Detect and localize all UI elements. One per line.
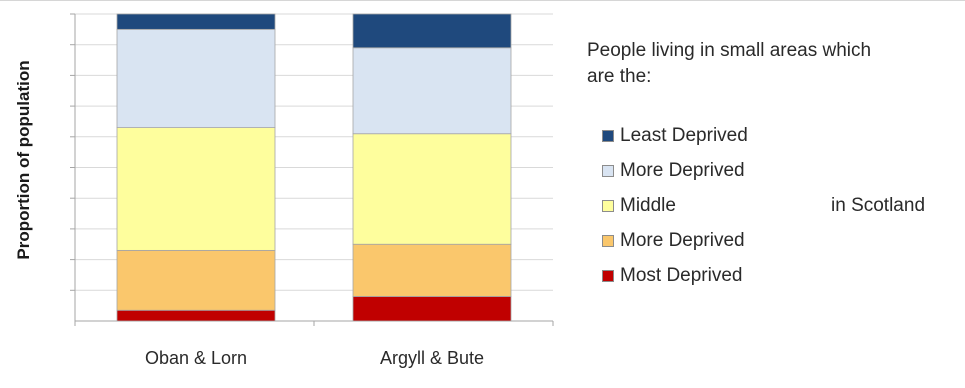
legend-item: Least Deprived — [602, 124, 748, 148]
legend-swatch — [602, 165, 614, 177]
bar-segment-oban-lorn-3 — [116, 28, 276, 128]
legend-item: More Deprived — [602, 229, 745, 253]
bar-segment-oban-lorn-4 — [116, 13, 276, 30]
bar-segment-argyll-bute-0 — [352, 296, 512, 322]
x-tick-label-argyll-bute: Argyll & Bute — [379, 348, 485, 368]
bar-segment-oban-lorn-2 — [116, 127, 276, 251]
legend-label: Most Deprived — [620, 265, 743, 286]
legend-label: More Deprived — [620, 160, 745, 181]
legend-title: People living in small areas which are t… — [587, 40, 872, 87]
legend-swatch — [602, 235, 614, 247]
legend-suffix: in Scotland — [831, 195, 926, 216]
bar-segment-argyll-bute-1 — [352, 243, 512, 297]
bars — [116, 13, 512, 322]
bar-segment-argyll-bute-4 — [352, 13, 512, 49]
top-border — [0, 0, 965, 1]
bar-segment-oban-lorn-1 — [116, 249, 276, 311]
bar-segment-argyll-bute-2 — [352, 133, 512, 245]
legend-item: Most Deprived — [602, 264, 743, 288]
legend-swatch — [602, 200, 614, 212]
bar-segment-oban-lorn-0 — [116, 309, 276, 322]
legend-label: Least Deprived — [620, 125, 748, 146]
legend-swatch — [602, 270, 614, 282]
legend-swatch — [602, 130, 614, 142]
legend-item: More Deprived — [602, 159, 745, 183]
x-tick-label-oban-lorn: Oban & Lorn — [144, 348, 248, 368]
bar-segment-argyll-bute-3 — [352, 47, 512, 135]
legend-label: More Deprived — [620, 230, 745, 251]
legend-item: Middle — [602, 194, 676, 218]
legend-label: Middle — [620, 195, 676, 216]
